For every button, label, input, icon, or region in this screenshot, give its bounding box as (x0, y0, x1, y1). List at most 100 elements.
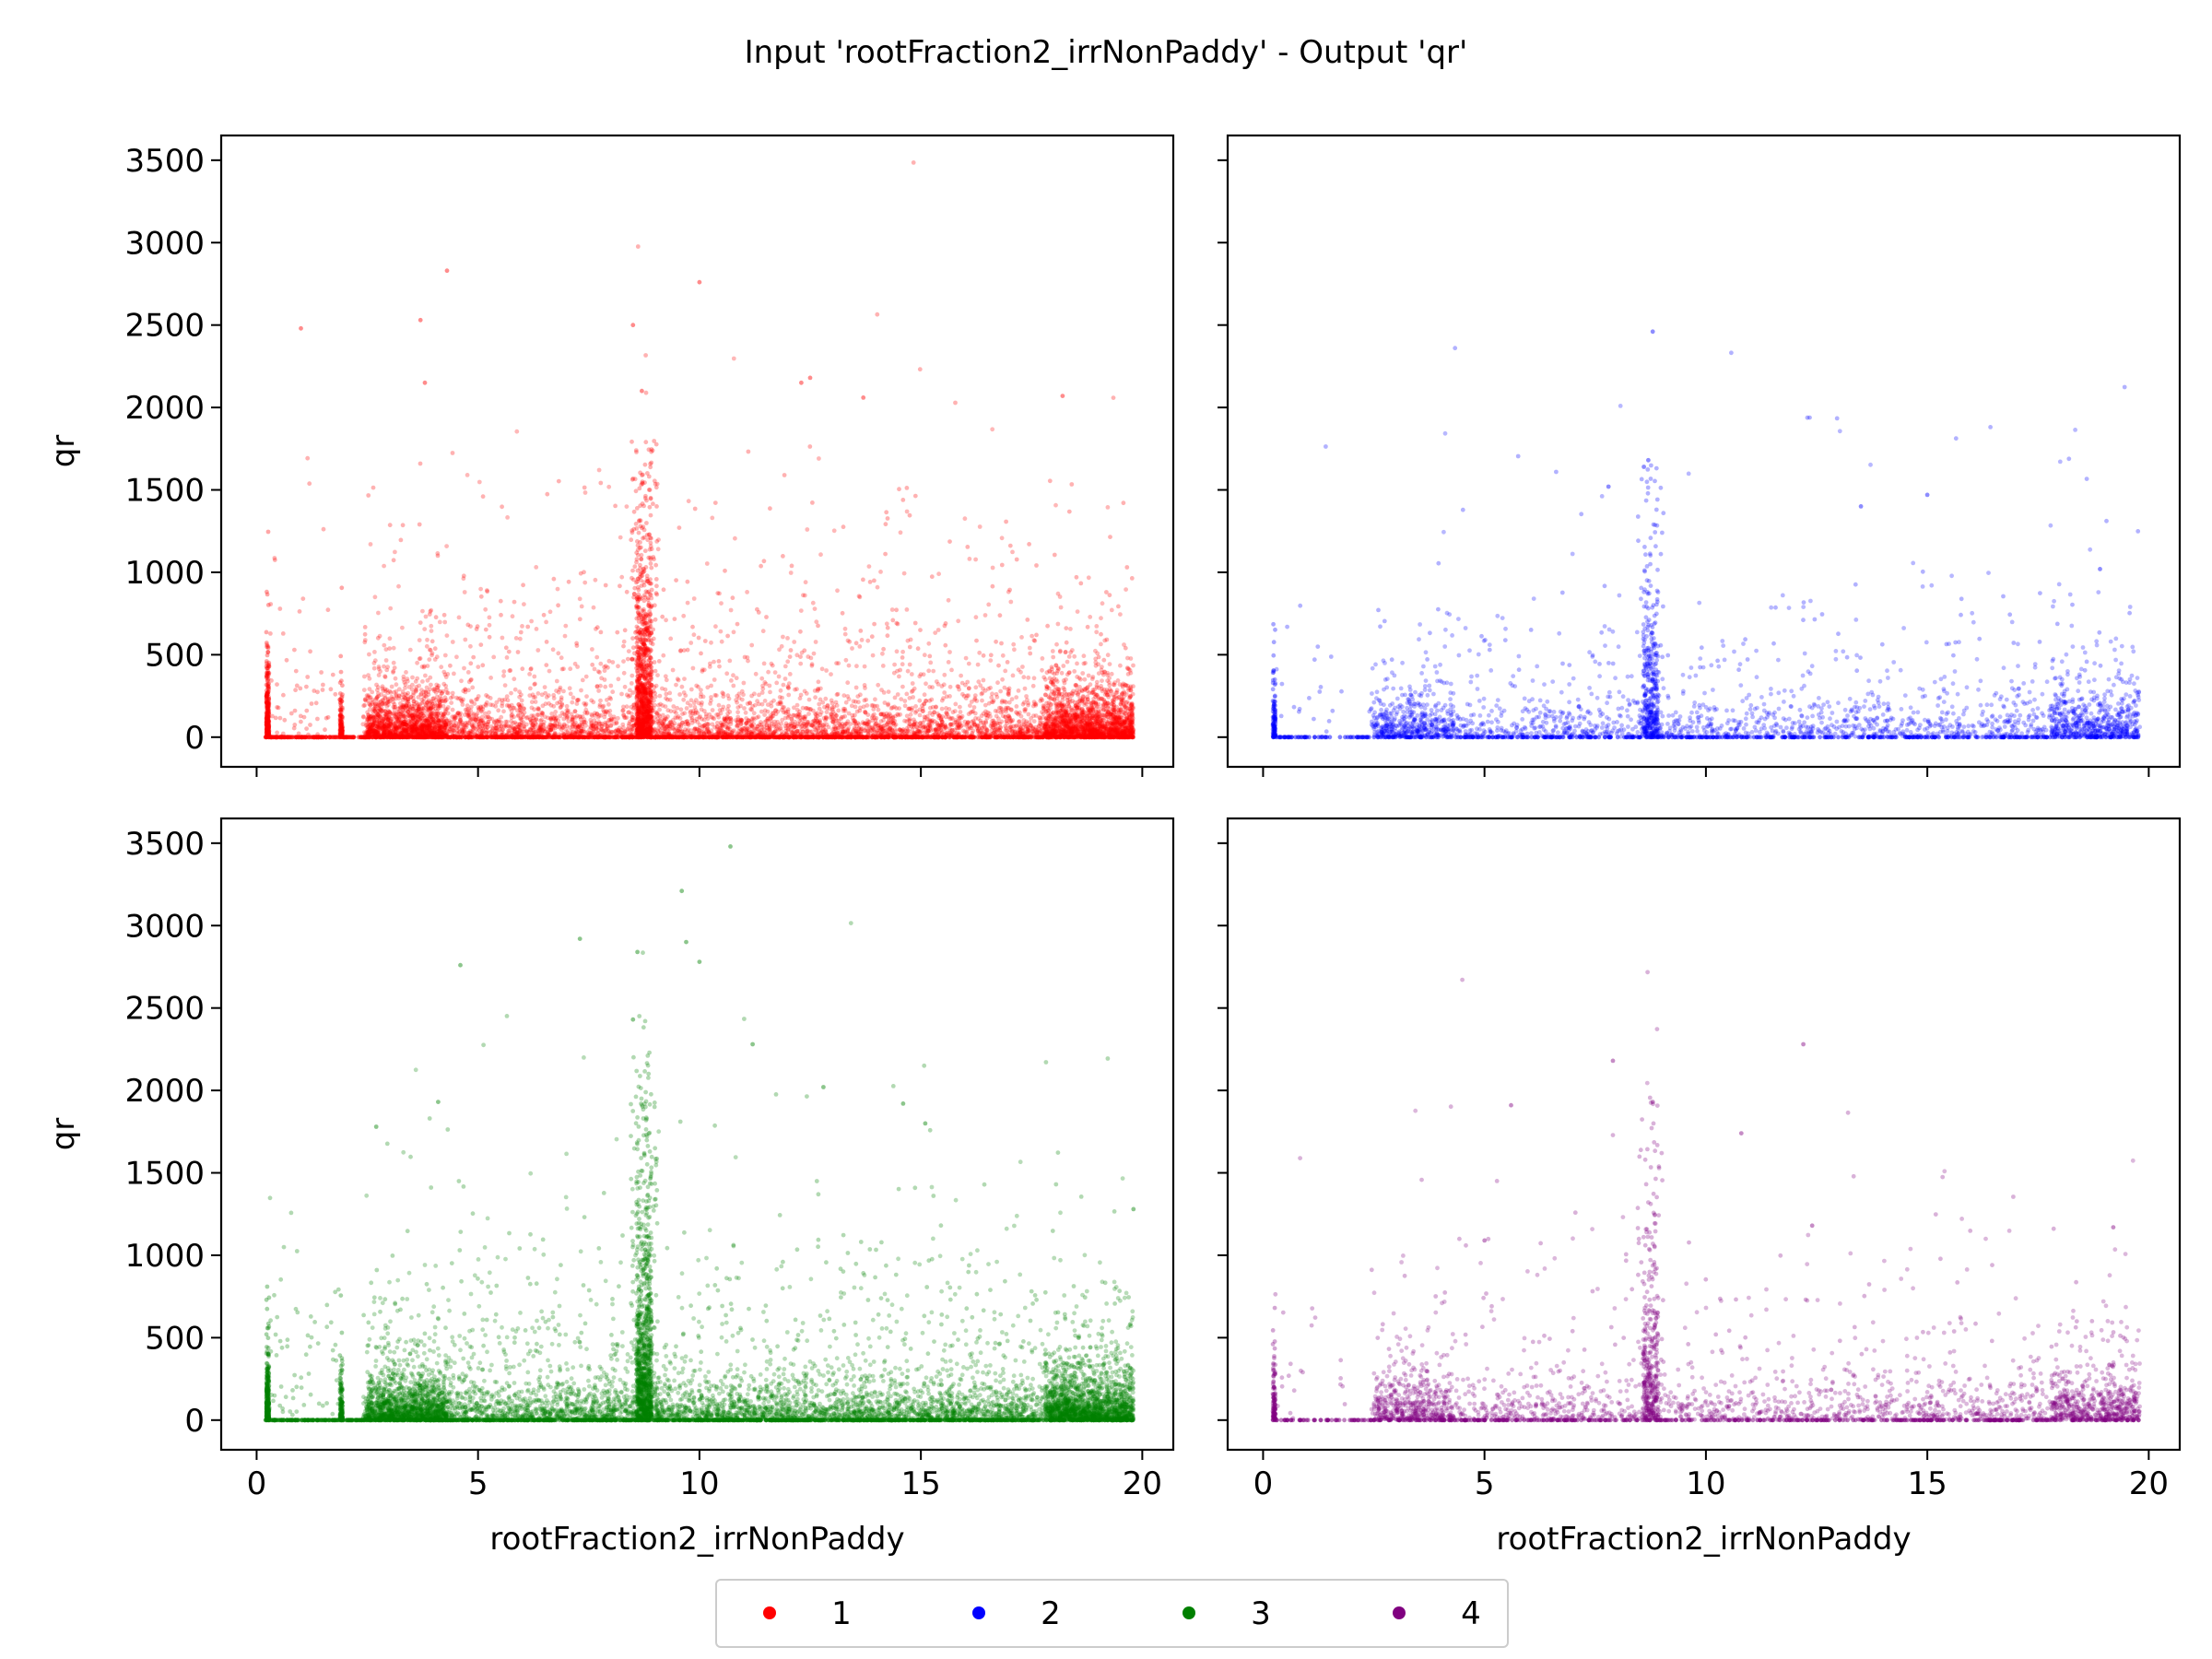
scatter-point (712, 677, 717, 682)
scatter-point (410, 675, 415, 680)
scatter-point (1016, 667, 1021, 672)
scatter-point (570, 700, 575, 705)
scatter-point (556, 735, 561, 740)
scatter-point (959, 680, 965, 686)
scatter-point (629, 681, 634, 686)
scatter-point (657, 735, 663, 739)
scatter-point (543, 729, 547, 734)
scatter-point (404, 670, 408, 675)
scatter-point (735, 693, 740, 699)
scatter-point (924, 713, 930, 719)
scatter-point (450, 690, 455, 696)
scatter-point (546, 693, 551, 698)
scatter-point (759, 709, 764, 714)
scatter-point (922, 692, 927, 698)
scatter-point (927, 726, 933, 731)
scatter-point (504, 694, 510, 699)
scatter-point (388, 606, 394, 611)
scatter-point (565, 714, 571, 720)
scatter-point (869, 703, 875, 708)
scatter-point (603, 684, 608, 689)
scatter-point (904, 691, 910, 697)
scatter-point (1076, 735, 1081, 740)
scatter-point (423, 673, 428, 678)
scatter-point (990, 718, 995, 724)
scatter-point (619, 691, 624, 697)
scatter-point (865, 703, 870, 708)
scatter-point (852, 721, 857, 726)
scatter-point (709, 695, 713, 700)
scatter-point (813, 695, 818, 700)
scatter-point (749, 642, 755, 648)
scatter-point (501, 673, 506, 678)
scatter-point (660, 686, 665, 691)
scatter-point (534, 717, 539, 723)
scatter-point (583, 674, 589, 679)
scatter-point (490, 735, 496, 740)
scatter-point (535, 712, 540, 717)
scatter-point (478, 731, 484, 736)
scatter-point (845, 680, 851, 686)
scatter-point (502, 683, 508, 688)
scatter-point (678, 707, 684, 712)
scatter-point (782, 664, 788, 669)
scatter-point (985, 710, 990, 715)
scatter-point (684, 706, 689, 711)
scatter-point (617, 725, 622, 731)
scatter-point (591, 700, 596, 705)
scatter-point (980, 698, 984, 703)
scatter-point (1026, 675, 1031, 680)
scatter-point (580, 677, 585, 683)
scatter-point (1036, 724, 1041, 729)
scatter-point (1017, 719, 1021, 724)
scatter-point (886, 702, 890, 708)
scatter-point (469, 729, 474, 735)
scatter-point (472, 701, 477, 706)
scatter-point (472, 734, 477, 739)
scatter-point (819, 729, 825, 734)
scatter-point (731, 683, 736, 688)
scatter-points (263, 160, 1136, 740)
scatter-point (656, 712, 662, 718)
scatter-point (531, 727, 535, 733)
scatter-point (741, 680, 747, 686)
scatter-point (931, 733, 935, 737)
scatter-point (812, 732, 818, 737)
scatter-point (677, 692, 682, 697)
scatter-point (965, 679, 971, 685)
scatter-point (517, 689, 522, 694)
scatter-point (834, 703, 840, 708)
scatter-point (559, 701, 564, 706)
scatter-point (860, 734, 865, 739)
scatter-point (821, 715, 827, 721)
scatter-point (376, 665, 382, 669)
scatter-point (734, 698, 738, 702)
scatter-point (815, 711, 819, 716)
scatter-point (442, 653, 448, 658)
scatter-point (484, 693, 488, 698)
scatter-point (786, 692, 792, 698)
scatter-point (876, 707, 881, 712)
scatter-point (724, 671, 730, 677)
scatter-point (947, 707, 952, 712)
scatter-point (492, 733, 498, 737)
scatter-point (992, 723, 996, 727)
scatter-point (796, 713, 801, 719)
scatter-point (429, 682, 433, 688)
scatter-point (970, 709, 974, 714)
scatter-point (605, 698, 609, 702)
scatter-point (439, 665, 444, 670)
scatter-point (966, 686, 971, 690)
scatter-point (664, 696, 668, 701)
scatter-point (969, 700, 974, 704)
scatter-point (664, 734, 669, 739)
scatter-point (594, 654, 600, 660)
scatter-point (909, 672, 914, 677)
scatter-point (939, 719, 945, 724)
scatter-point (561, 716, 567, 722)
scatter-point (902, 703, 908, 709)
scatter-point (571, 695, 576, 700)
scatter-point (959, 673, 963, 678)
